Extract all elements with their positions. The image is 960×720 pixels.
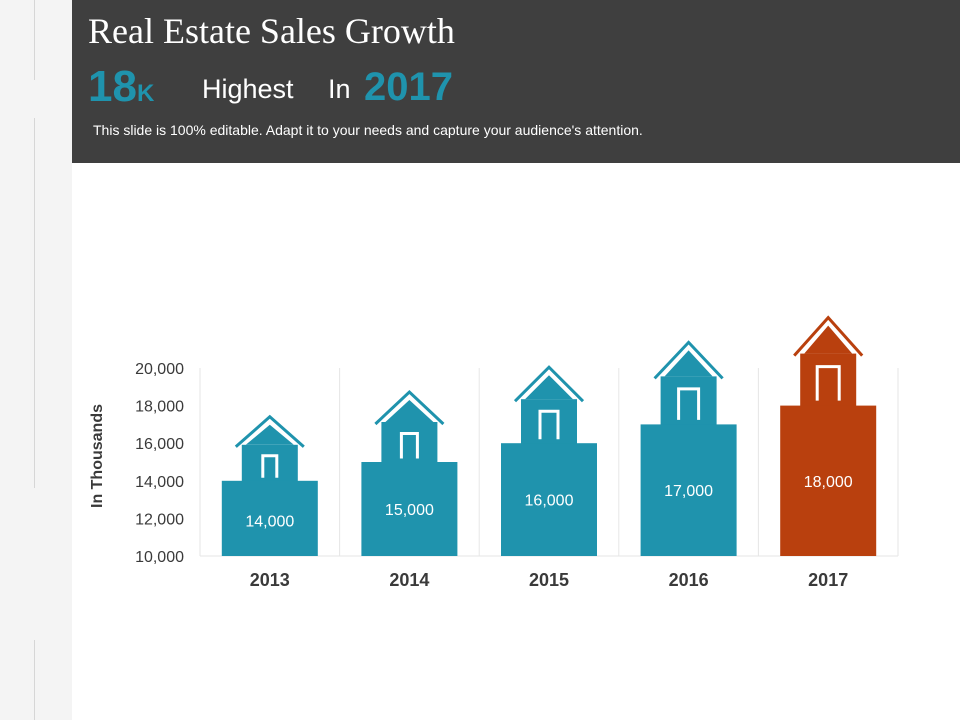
- house-door: [538, 409, 560, 440]
- margin-line: [34, 0, 35, 80]
- margin-line: [34, 640, 35, 720]
- bar: [501, 443, 597, 556]
- house-roof: [385, 400, 434, 422]
- bar-value-label: 17,000: [664, 483, 713, 500]
- bar-value-label: 15,000: [385, 502, 434, 519]
- chart-labels: 10,000 12,000 14,000 16,000 18,000 20,000 14,0…: [135, 361, 853, 590]
- house-roof: [664, 350, 713, 377]
- y-tick-label: 14,000: [135, 474, 184, 491]
- y-tick-label: 12,000: [135, 511, 184, 528]
- house-door: [399, 432, 419, 459]
- y-tick-label: 20,000: [135, 361, 184, 378]
- highlight-year: 2017: [364, 65, 453, 109]
- slide-subtitle: This slide is 100% editable. Adapt it to…: [93, 122, 643, 138]
- house-roof-outline: [234, 414, 305, 448]
- slide-title: Real Estate Sales Growth: [88, 11, 455, 51]
- bar: [221, 480, 318, 556]
- house-door: [677, 387, 701, 420]
- house-door: [261, 454, 279, 478]
- highlight-label: Highest: [202, 74, 294, 104]
- house-roof: [245, 424, 294, 445]
- x-tick-label: 2014: [389, 570, 429, 590]
- house-roof: [525, 375, 573, 400]
- sales-chart: 10,000 12,000 14,000 16,000 18,000 20,000 14,0…: [89, 315, 899, 590]
- house-roof-outline: [793, 315, 864, 357]
- x-tick-label: 2013: [250, 570, 290, 590]
- bar-value-label: 18,000: [804, 474, 853, 491]
- highlight-unit: K: [136, 80, 155, 107]
- house-tower: [521, 399, 577, 445]
- bar: [640, 424, 737, 556]
- y-tick-label: 18,000: [135, 399, 184, 416]
- house-tower: [381, 422, 438, 463]
- highlight-value: 18K: [88, 62, 154, 119]
- highlight-row: 18K Highest In 2017: [88, 62, 948, 112]
- house-tower: [241, 444, 298, 482]
- house-roof-outline: [374, 389, 445, 426]
- x-tick-label: 2017: [808, 570, 848, 590]
- bar-value-label: 16,000: [525, 493, 574, 510]
- left-margin-strip: [0, 0, 72, 720]
- x-tick-label: 2016: [669, 570, 709, 590]
- y-axis-label: In Thousands: [89, 404, 106, 508]
- y-tick-label: 16,000: [135, 436, 184, 453]
- bar-value-label: 14,000: [245, 513, 294, 530]
- house-roof: [804, 325, 853, 354]
- house-roof-outline: [513, 365, 585, 403]
- house-roof-outline: [653, 340, 724, 380]
- house-tower: [660, 376, 717, 426]
- highlight-number: 18: [88, 62, 137, 111]
- x-tick-label: 2015: [529, 570, 569, 590]
- slide-header: Real Estate Sales Growth 18K Highest In …: [72, 0, 960, 163]
- bar: [780, 405, 877, 556]
- y-tick-label: 10,000: [135, 549, 184, 566]
- bar: [361, 462, 458, 556]
- margin-line: [34, 118, 35, 488]
- highlight-in-label: In: [328, 74, 351, 104]
- house-door: [815, 365, 841, 401]
- chart-bars: [221, 315, 877, 556]
- house-tower: [800, 353, 857, 407]
